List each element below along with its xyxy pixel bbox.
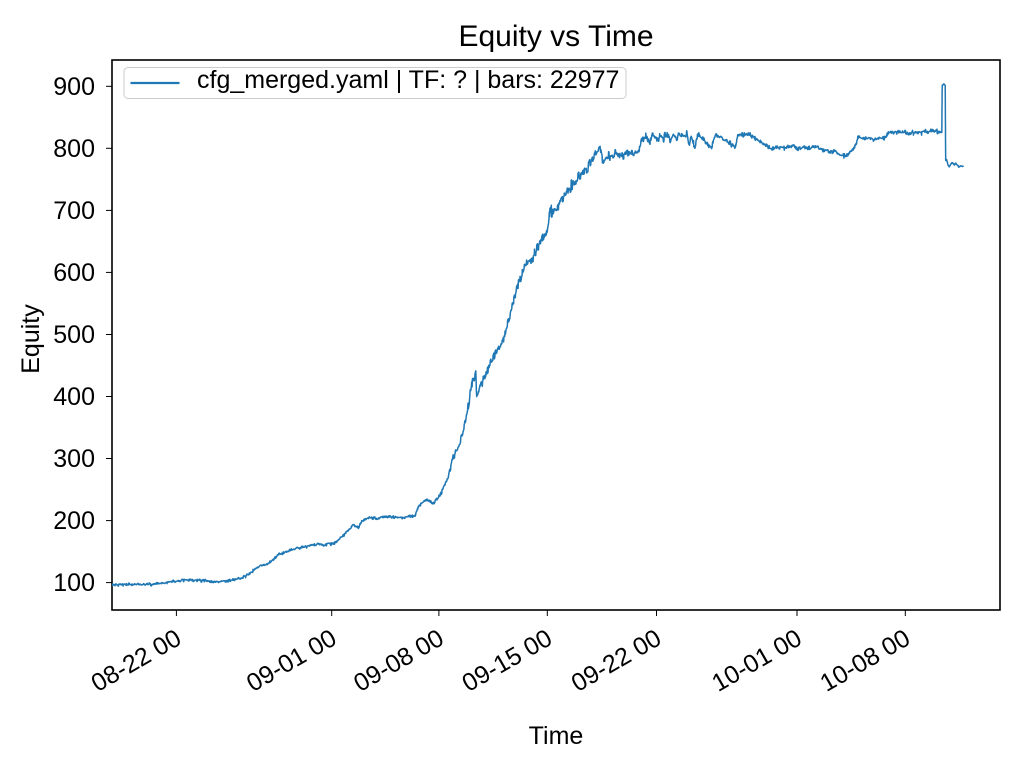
- svg-text:Equity: Equity: [17, 304, 45, 374]
- svg-text:Equity vs Time: Equity vs Time: [458, 20, 653, 53]
- svg-text:200: 200: [53, 507, 95, 535]
- svg-text:500: 500: [53, 321, 95, 349]
- svg-text:08-22 00: 08-22 00: [87, 624, 186, 698]
- svg-text:Time: Time: [529, 722, 584, 750]
- svg-text:900: 900: [53, 73, 95, 101]
- svg-text:09-01 00: 09-01 00: [242, 624, 341, 698]
- svg-text:cfg_merged.yaml | TF: ? | bars: cfg_merged.yaml | TF: ? | bars: 22977: [197, 66, 619, 94]
- svg-text:09-08 00: 09-08 00: [349, 624, 448, 698]
- svg-text:09-15 00: 09-15 00: [457, 624, 556, 698]
- svg-text:800: 800: [53, 135, 95, 163]
- svg-text:700: 700: [53, 197, 95, 225]
- svg-text:300: 300: [53, 445, 95, 473]
- svg-text:400: 400: [53, 383, 95, 411]
- svg-text:100: 100: [53, 569, 95, 597]
- svg-text:10-01 00: 10-01 00: [707, 624, 806, 698]
- svg-text:600: 600: [53, 259, 95, 287]
- svg-text:09-22 00: 09-22 00: [567, 624, 666, 698]
- svg-text:10-08 00: 10-08 00: [815, 624, 914, 698]
